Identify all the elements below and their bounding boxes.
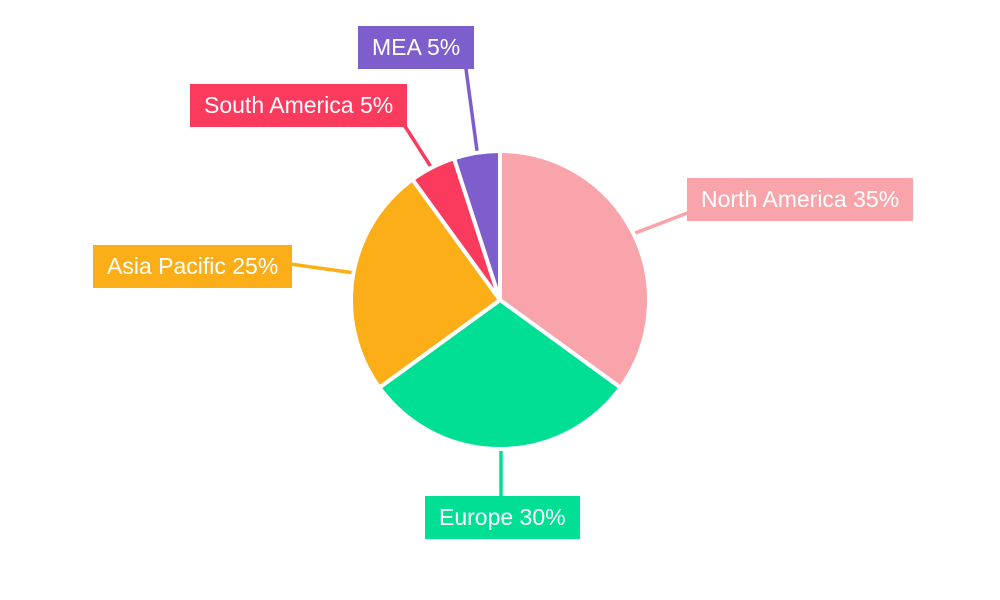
pie-slice-mea[interactable] [451,149,502,302]
leader-line-mea [464,67,480,160]
pie-slice-north-america[interactable] [498,149,651,390]
pie-slice-europe[interactable] [377,298,623,451]
chart-label-mea: MEA 5% [358,26,475,69]
chart-label-europe: Europe 30% [425,496,580,539]
pie-slice-asia-pacific[interactable] [349,177,502,390]
chart-label-asia-pacific: Asia Pacific 25% [93,245,293,288]
chart-label-north-america: North America 35% [687,178,914,221]
leader-line-asia-pacific [288,262,364,276]
chart-label-south-america: South America 5% [190,84,408,127]
leader-line-north-america [623,210,692,239]
